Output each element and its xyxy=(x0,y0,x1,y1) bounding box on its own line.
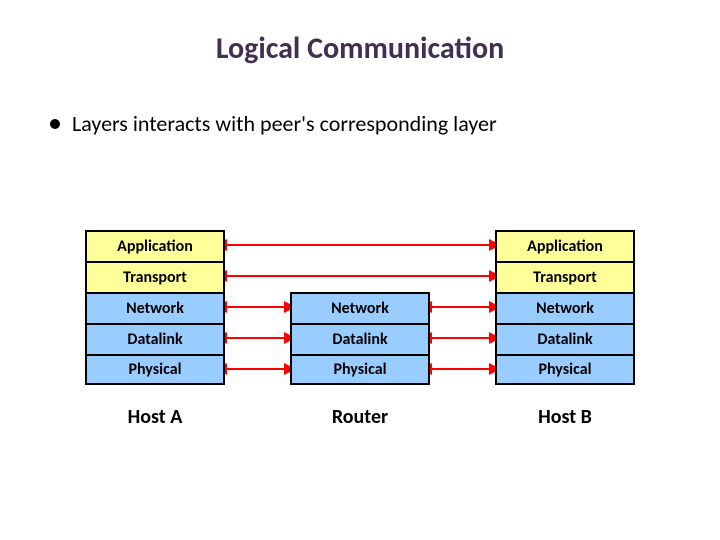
bullet-text: Layers interacts with peer's correspondi… xyxy=(72,110,497,137)
host-a-stack: Application Transport Network Datalink P… xyxy=(85,230,225,385)
router-label: Router xyxy=(290,405,430,429)
slide-title: Logical Communication xyxy=(0,30,720,67)
layer-network: Network xyxy=(290,292,430,323)
layer-transport: Transport xyxy=(495,261,635,292)
layer-datalink: Datalink xyxy=(290,323,430,354)
host-b-stack: Application Transport Network Datalink P… xyxy=(495,230,635,385)
layer-physical: Physical xyxy=(290,354,430,385)
layer-datalink: Datalink xyxy=(495,323,635,354)
layer-application: Application xyxy=(85,230,225,261)
layer-datalink: Datalink xyxy=(85,323,225,354)
host-b-label: Host B xyxy=(495,405,635,429)
layer-network: Network xyxy=(495,292,635,323)
layer-physical: Physical xyxy=(85,354,225,385)
host-a-label: Host A xyxy=(85,405,225,429)
layer-physical: Physical xyxy=(495,354,635,385)
layer-application: Application xyxy=(495,230,635,261)
bullet-icon xyxy=(50,119,60,129)
router-stack: Network Datalink Physical xyxy=(290,292,430,385)
layer-transport: Transport xyxy=(85,261,225,292)
bullet-item: Layers interacts with peer's correspondi… xyxy=(50,110,497,137)
layer-network: Network xyxy=(85,292,225,323)
